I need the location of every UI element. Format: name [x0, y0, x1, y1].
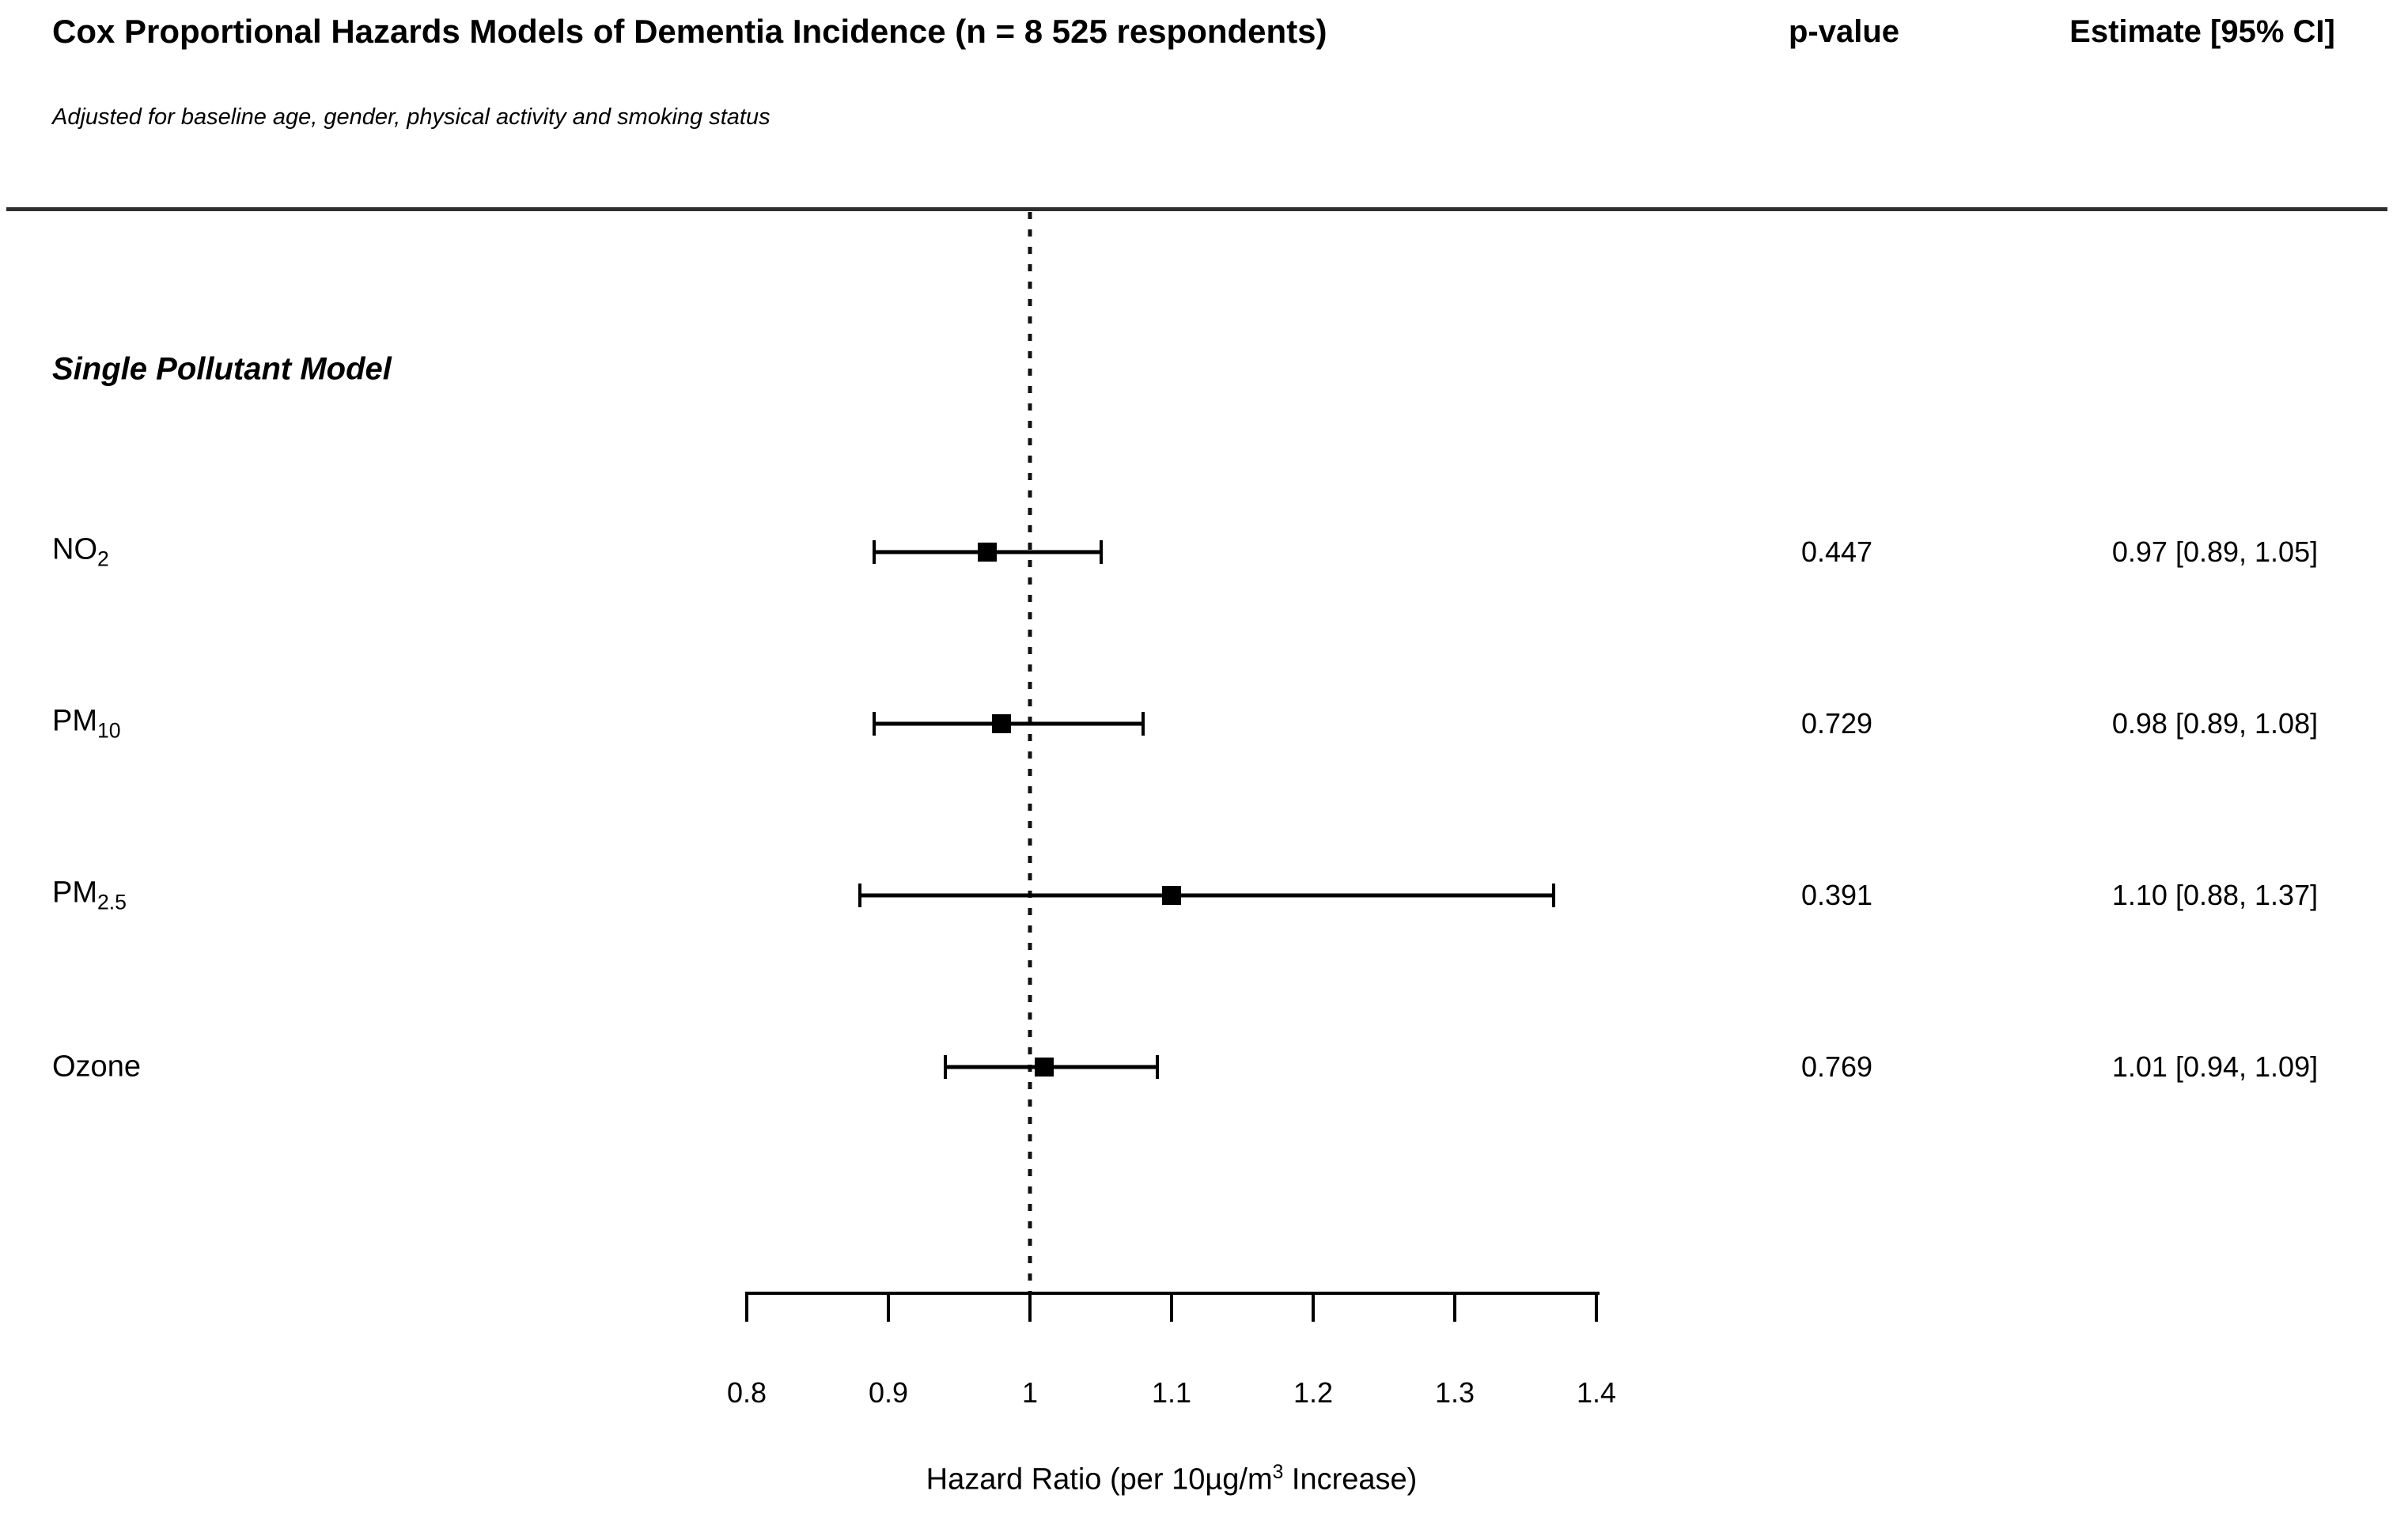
p-value: 0.769 — [1800, 1050, 1873, 1083]
ci-cap-right — [1099, 540, 1103, 564]
ci-cap-left — [858, 884, 862, 907]
estimate-marker — [1162, 886, 1181, 905]
row-label: Ozone — [52, 1050, 141, 1084]
x-axis-tick — [1595, 1292, 1598, 1322]
x-axis-label: Hazard Ratio (per 10µg/m3 Increase) — [926, 1462, 1418, 1497]
x-axis-label-post: Increase) — [1283, 1463, 1418, 1497]
estimate-marker — [978, 543, 998, 562]
x-axis-tick — [887, 1292, 890, 1322]
x-axis-tick — [1028, 1292, 1032, 1322]
row-label: NO2 — [52, 533, 109, 572]
row-label: PM2.5 — [52, 876, 127, 915]
estimate-marker — [992, 714, 1012, 733]
chart-title: Cox Proportional Hazards Models of Demen… — [52, 13, 1327, 50]
row-label: PM10 — [52, 705, 121, 744]
row-label-main: PM — [52, 876, 97, 910]
row-label-subscript: 2 — [97, 547, 109, 571]
row-label-subscript: 2.5 — [97, 890, 127, 914]
reference-line — [1028, 212, 1032, 1292]
section-heading: Single Pollutant Model — [52, 351, 392, 387]
header-separator-line — [6, 207, 2387, 211]
x-axis-tick-label: 1 — [1021, 1376, 1039, 1409]
x-axis-tick — [1170, 1292, 1173, 1322]
ci-cap-left — [943, 1055, 947, 1079]
row-label-subscript: 10 — [97, 718, 121, 743]
row-label-main: Ozone — [52, 1050, 141, 1084]
estimate-marker — [1034, 1058, 1054, 1077]
ci-cap-right — [1552, 884, 1556, 907]
x-axis-tick — [1453, 1292, 1456, 1322]
chart-subtitle: Adjusted for baseline age, gender, physi… — [52, 104, 770, 130]
x-axis-line — [747, 1292, 1600, 1295]
ci-cap-left — [873, 712, 876, 736]
column-header-p-value: p-value — [1788, 14, 1900, 49]
x-axis-tick — [745, 1292, 748, 1322]
x-axis-tick-label: 0.8 — [726, 1376, 767, 1409]
x-axis-tick-label: 1.2 — [1293, 1376, 1334, 1409]
p-value: 0.391 — [1800, 879, 1873, 911]
ci-cap-right — [1142, 712, 1145, 736]
ci-cap-right — [1156, 1055, 1160, 1079]
estimate-text: 1.10 [0.88, 1.37] — [2111, 879, 2319, 911]
estimate-text: 0.97 [0.89, 1.05] — [2111, 535, 2319, 568]
x-axis-tick-label: 0.9 — [868, 1376, 909, 1409]
p-value: 0.729 — [1800, 707, 1873, 740]
x-axis-tick-label: 1.4 — [1576, 1376, 1617, 1409]
x-axis-label-pre: Hazard Ratio (per 10µg/m — [926, 1463, 1273, 1497]
estimate-text: 0.98 [0.89, 1.08] — [2111, 707, 2319, 740]
p-value: 0.447 — [1800, 535, 1873, 568]
x-axis-label-sup: 3 — [1272, 1462, 1284, 1483]
row-label-main: NO — [52, 532, 97, 566]
ci-cap-left — [873, 540, 876, 564]
column-header-estimate: Estimate [95% CI] — [2069, 14, 2335, 49]
ci-line — [860, 893, 1554, 898]
estimate-text: 1.01 [0.94, 1.09] — [2111, 1050, 2319, 1083]
row-label-main: PM — [52, 704, 97, 738]
x-axis-tick-label: 1.1 — [1151, 1376, 1192, 1409]
x-axis-tick-label: 1.3 — [1434, 1376, 1475, 1409]
x-axis-tick — [1312, 1292, 1315, 1322]
